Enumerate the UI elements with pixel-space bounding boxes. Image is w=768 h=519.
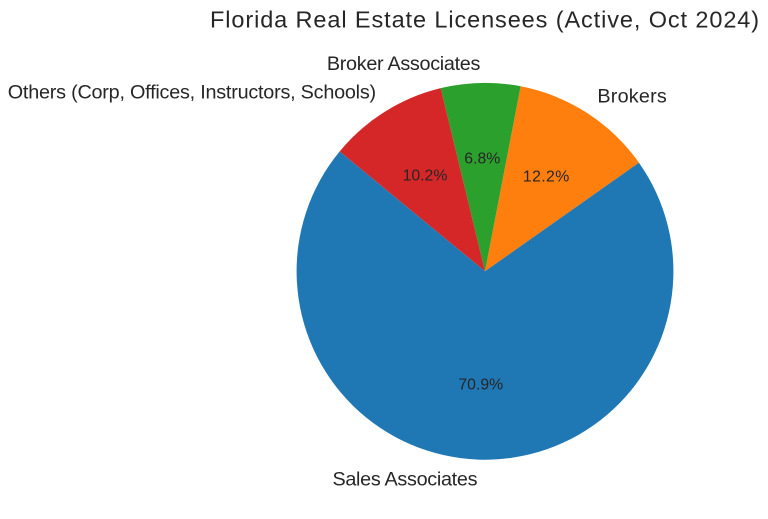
svg-text:10.2%: 10.2% [403,167,448,184]
svg-text:Florida Real Estate Licensees: Florida Real Estate Licensees (Active, O… [210,7,760,33]
svg-text:Brokers: Brokers [597,86,667,108]
svg-text:Others (Corp, Offices, Instruc: Others (Corp, Offices, Instructors, Scho… [8,81,376,103]
svg-text:Broker Associates: Broker Associates [327,53,481,75]
svg-text:6.8%: 6.8% [464,151,500,168]
svg-text:70.9%: 70.9% [458,377,503,394]
svg-text:12.2%: 12.2% [523,169,570,186]
svg-text:Sales Associates: Sales Associates [332,469,477,491]
